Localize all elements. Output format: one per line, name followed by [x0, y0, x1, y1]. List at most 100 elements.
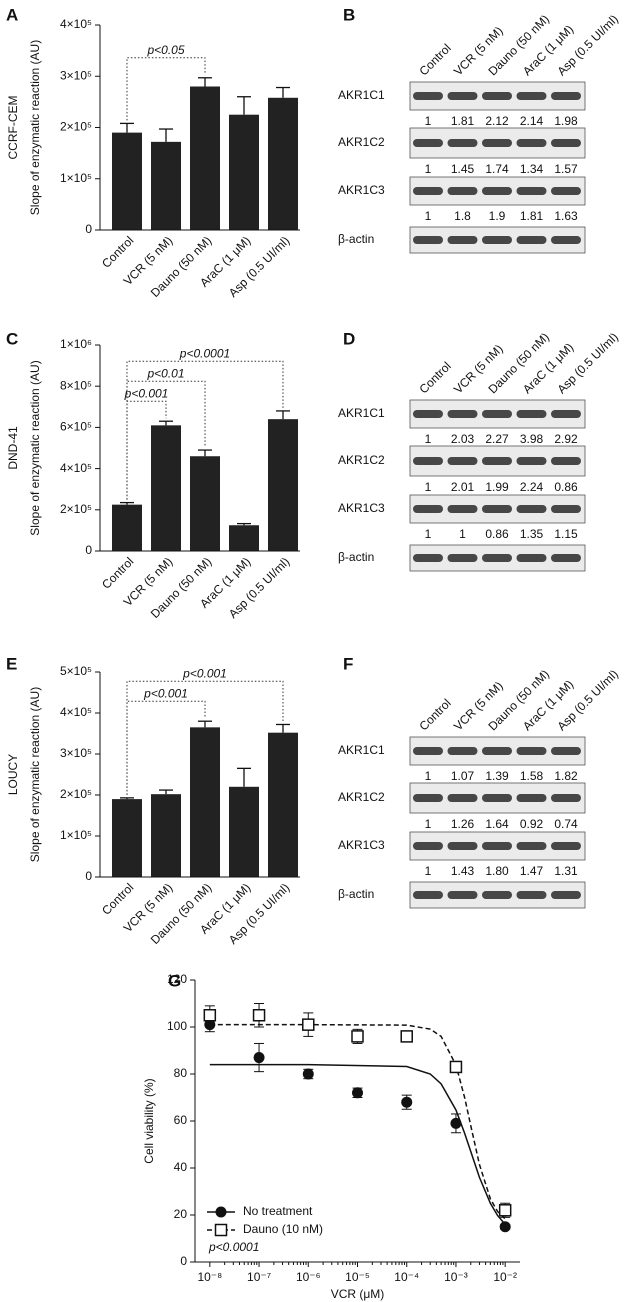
- quantification: 1.35: [520, 527, 544, 541]
- band: [482, 747, 512, 755]
- y-tick-label: 4×10⁵: [60, 461, 92, 475]
- y-tick-label: 0: [85, 543, 92, 557]
- quantification: 1.74: [485, 162, 509, 176]
- band: [413, 92, 443, 100]
- fit-curve: [209, 1023, 506, 1220]
- significance-bracket: [126, 680, 284, 795]
- lane-label: Asp (0.5 UI/ml): [554, 330, 620, 396]
- y-axis-label: Cell viability (%): [142, 1078, 156, 1163]
- y-tick-label: 5×10⁵: [60, 664, 92, 678]
- x-axis-label: VCR (μM): [331, 1287, 385, 1301]
- data-point: [302, 1018, 315, 1031]
- quantification: 1.43: [451, 864, 475, 878]
- quantification: 1.39: [485, 769, 509, 783]
- bar: [190, 456, 220, 551]
- y-tick-label: 1×10⁵: [60, 171, 92, 185]
- significance-label: p<0.001: [124, 386, 169, 400]
- cell-line: DND-41: [6, 426, 20, 470]
- y-tick-label: 2×10⁵: [60, 120, 92, 134]
- y-tick-label: 60: [174, 1113, 188, 1127]
- quantification: 1: [425, 432, 432, 446]
- band: [551, 457, 581, 465]
- x-tick-label: 10⁻⁶: [296, 1270, 321, 1284]
- significance-label: p<0.01: [146, 366, 184, 380]
- band: [516, 554, 547, 562]
- band: [516, 139, 547, 147]
- band: [516, 187, 547, 195]
- row-label: AKR1C2: [338, 453, 385, 467]
- quantification: 2.03: [451, 432, 475, 446]
- x-tick-label: 10⁻⁷: [247, 1270, 271, 1284]
- y-tick-label: 20: [174, 1207, 188, 1221]
- legend-marker: [214, 1223, 228, 1237]
- quantification: 1.58: [520, 769, 544, 783]
- band: [551, 236, 581, 244]
- quantification: 1.47: [520, 864, 544, 878]
- quantification: 2.27: [485, 432, 509, 446]
- lane-label: Control: [416, 696, 453, 733]
- band: [447, 410, 478, 418]
- bar: [268, 732, 298, 877]
- significance-label: p<0.001: [143, 686, 188, 700]
- row-label: AKR1C1: [338, 406, 385, 420]
- quantification: 1: [425, 480, 432, 494]
- significance-label: p<0.05: [146, 43, 184, 57]
- band: [482, 139, 512, 147]
- band: [413, 236, 443, 244]
- band: [551, 842, 581, 850]
- y-tick-label: 120: [167, 972, 187, 986]
- y-tick-label: 40: [174, 1160, 188, 1174]
- band: [447, 842, 478, 850]
- panel-label: A: [6, 5, 18, 24]
- x-tick-label: 10⁻³: [444, 1270, 468, 1284]
- bar: [229, 786, 259, 877]
- quantification: 1.99: [485, 480, 509, 494]
- quantification: 1.07: [451, 769, 475, 783]
- y-tick-label: 2×10⁵: [60, 502, 92, 516]
- band: [551, 410, 581, 418]
- quantification: 0.74: [554, 817, 578, 831]
- y-tick-label: 1×10⁶: [60, 337, 92, 351]
- data-point: [253, 1052, 265, 1064]
- quantification: 1: [425, 527, 432, 541]
- row-label: β-actin: [338, 232, 374, 246]
- band: [516, 410, 547, 418]
- band: [516, 505, 547, 513]
- data-point: [352, 1087, 363, 1099]
- quantification: 1.63: [554, 209, 578, 223]
- band: [413, 410, 443, 418]
- quantification: 1: [459, 527, 466, 541]
- panel-label: E: [6, 654, 17, 673]
- quantification: 1.15: [554, 527, 578, 541]
- quantification: 1.9: [489, 209, 506, 223]
- panel-label: G: [168, 971, 181, 990]
- lane-label: Control: [416, 359, 453, 396]
- y-tick-label: 80: [174, 1066, 188, 1080]
- y-axis-label: Slope of enzymatic reaction (AU): [28, 360, 42, 535]
- band: [482, 891, 512, 899]
- row-label: AKR1C2: [338, 135, 385, 149]
- band: [413, 842, 443, 850]
- quantification: 2.12: [485, 114, 509, 128]
- band: [516, 236, 547, 244]
- band: [413, 187, 443, 195]
- band: [482, 236, 512, 244]
- lane-label: Control: [416, 41, 453, 78]
- band: [413, 554, 443, 562]
- x-tick-label: 10⁻⁵: [345, 1270, 370, 1284]
- quantification: 0.92: [520, 817, 544, 831]
- quantification: 3.98: [520, 432, 544, 446]
- data-point: [401, 1096, 413, 1108]
- row-label: β-actin: [338, 887, 374, 901]
- band: [447, 505, 478, 513]
- cell-line: CCRF-CEM: [6, 96, 20, 160]
- panel-label: C: [6, 329, 18, 348]
- x-tick-label: 10⁻⁸: [197, 1270, 222, 1284]
- bar: [151, 425, 181, 551]
- bar: [229, 114, 259, 230]
- y-tick-label: 0: [85, 869, 92, 883]
- band: [516, 92, 547, 100]
- quantification: 0.86: [485, 527, 509, 541]
- band: [482, 554, 512, 562]
